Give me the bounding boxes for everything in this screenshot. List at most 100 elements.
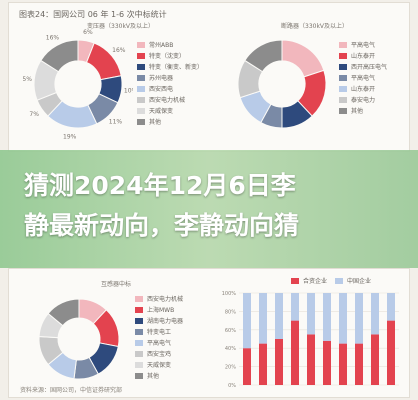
bar-2-series-0 [275, 339, 283, 385]
pie3-legend-item: 上海MWB [135, 304, 183, 315]
pie1-legend-item: 常州ABB [137, 39, 203, 50]
pie3-legend-item: 西安电力机械 [135, 293, 183, 304]
legend-swatch [339, 52, 347, 59]
bar-ytick-label: 100% [222, 291, 237, 297]
legend-label: 中国企业 [347, 278, 372, 285]
bar-legend-item: 合资企业 [291, 275, 327, 286]
bar-ytick-label: 60% [225, 328, 236, 334]
bar-ytick-label: 40% [225, 346, 236, 352]
stacked-bar-chart: 100% 80% 60% 40% 20% 0% [222, 291, 399, 389]
pie1-slice-label-4: 19% [63, 133, 77, 139]
bar-6-series-0 [339, 343, 347, 385]
bar-ytick-label: 0% [228, 383, 236, 389]
legend-swatch [135, 350, 143, 357]
pie3-legend-item: 平高电气 [135, 337, 183, 348]
pie1-slice-label-3: 11% [109, 118, 123, 125]
legend-label: 其他 [149, 119, 162, 126]
pie1-slice-label-0: 6% [83, 29, 93, 36]
legend-label: 湖南电力电器 [147, 318, 184, 325]
legend-swatch [135, 317, 143, 324]
pie1-legend-item: 西安电力机械 [137, 94, 203, 105]
pie-chart-1: 6% 16% 10% 11% 19% 7% 15% 16% [23, 29, 133, 139]
legend-label: 常州ABB [149, 42, 174, 49]
pie2-slice-0 [281, 39, 325, 78]
legend-swatch [137, 52, 145, 59]
bar-9-series-0 [387, 320, 395, 385]
legend-label: 山东泰开 [351, 53, 376, 60]
headline-line-2: 静最新动向，李静动向猜 [24, 211, 300, 240]
bar-4-series-1 [307, 293, 315, 335]
legend-label: 天威保变 [147, 362, 172, 369]
legend-label: 特变（沈变） [149, 53, 186, 60]
legend-label: 上海MWB [147, 307, 175, 314]
pie2-legend-item: 平高电气 [339, 39, 387, 50]
legend-label: 平高电气 [147, 340, 172, 347]
pie1-legend-item: 天威保变 [137, 105, 203, 116]
pie1-title: 变压器（330kV及以上） [87, 23, 155, 30]
legend-swatch [135, 339, 143, 346]
bar-5-series-0 [323, 340, 331, 385]
pie3-legend-item: 其他 [135, 370, 183, 381]
bar-1-series-0 [259, 343, 267, 385]
pie1-slice-7 [40, 39, 79, 73]
pie1-slice-label-1: 16% [112, 47, 126, 54]
bar-7-series-0 [355, 343, 363, 385]
legend-swatch [339, 63, 347, 70]
legend-label: 其他 [351, 108, 364, 115]
legend-label: 天威保变 [149, 108, 174, 115]
legend-label: 合资企业 [303, 278, 328, 285]
pie3-slice-7 [47, 298, 80, 327]
top-figure-panel: 图表24：国网公司 06 年 1-6 次中标统计 变压器（330kV及以上） 6… [8, 2, 410, 152]
pie-chart-2 [237, 39, 327, 129]
legend-label: 特变（衡变、新变） [149, 64, 204, 71]
headline-text[interactable]: 猜测2024年12月6日李 静最新动向，李静动向猜 [24, 166, 404, 246]
pie2-legend: 平高电气 山东泰开 西开高压电气 平高电气 山东泰开 泰安电力 其他 [339, 39, 387, 116]
pie2-legend-item: 平高电气 [339, 72, 387, 83]
pie2-legend-item: 其他 [339, 105, 387, 116]
legend-swatch [335, 277, 344, 284]
legend-swatch [135, 328, 143, 335]
bar-1-series-1 [259, 293, 267, 344]
legend-label: 西安电力机械 [147, 296, 184, 303]
legend-swatch [135, 295, 143, 302]
bar-8-series-1 [371, 293, 379, 335]
legend-swatch [135, 361, 143, 368]
bar-3-series-0 [291, 320, 299, 385]
legend-swatch [137, 41, 145, 48]
bar-0-series-0 [243, 348, 251, 385]
pie3-legend-item: 西安宝鸡 [135, 348, 183, 359]
legend-swatch [137, 107, 145, 114]
pie1-legend-item: 西安西电 [137, 83, 203, 94]
pie2-slice-6 [244, 39, 283, 73]
pie2-title: 断路器（330kV及以上） [281, 23, 349, 30]
pie1-legend-item: 特变（衡变、新变） [137, 61, 203, 72]
bar-9-series-1 [387, 293, 395, 321]
pie1-legend: 常州ABB 特变（沈变） 特变（衡变、新变） 苏州电器西安西电 西安电力机械天威保变其他 [137, 39, 203, 127]
legend-label: 特变电工 [147, 329, 172, 336]
bar-6-series-1 [339, 293, 347, 344]
pie2-legend-item: 泰安电力 [339, 94, 387, 105]
pie1-slice-label-6: 15% [23, 76, 32, 83]
bar-2-series-1 [275, 293, 283, 339]
pie1-legend-item: 苏州电器 [137, 72, 203, 83]
pie1-slice-label-7: 16% [46, 35, 60, 42]
legend-swatch [137, 85, 145, 92]
legend-swatch [135, 306, 143, 313]
legend-label: 平高电气 [351, 75, 376, 82]
headline-line-1: 猜测2024年12月6日李 [24, 171, 296, 200]
bar-3-series-1 [291, 293, 299, 321]
bar-ytick-label: 20% [225, 365, 236, 371]
legend-label: 西安西电 [149, 86, 174, 93]
legend-swatch [137, 118, 145, 125]
legend-swatch [339, 107, 347, 114]
pie1-slice-label-2: 10% [124, 88, 133, 95]
legend-label: 苏州电器 [149, 75, 174, 82]
legend-swatch [339, 85, 347, 92]
legend-label: 其他 [147, 373, 160, 380]
legend-label: 西安宝鸡 [147, 351, 172, 358]
bar-8-series-0 [371, 334, 379, 385]
legend-swatch [339, 41, 347, 48]
pie3-legend-item: 湖南电力电器 [135, 315, 183, 326]
bottom-figure-panel: 互感器中标 西安电力机械 上海MWB 湖南电力电器 特变电工 平高电气 西安宝鸡 天威保变其… [8, 268, 410, 398]
